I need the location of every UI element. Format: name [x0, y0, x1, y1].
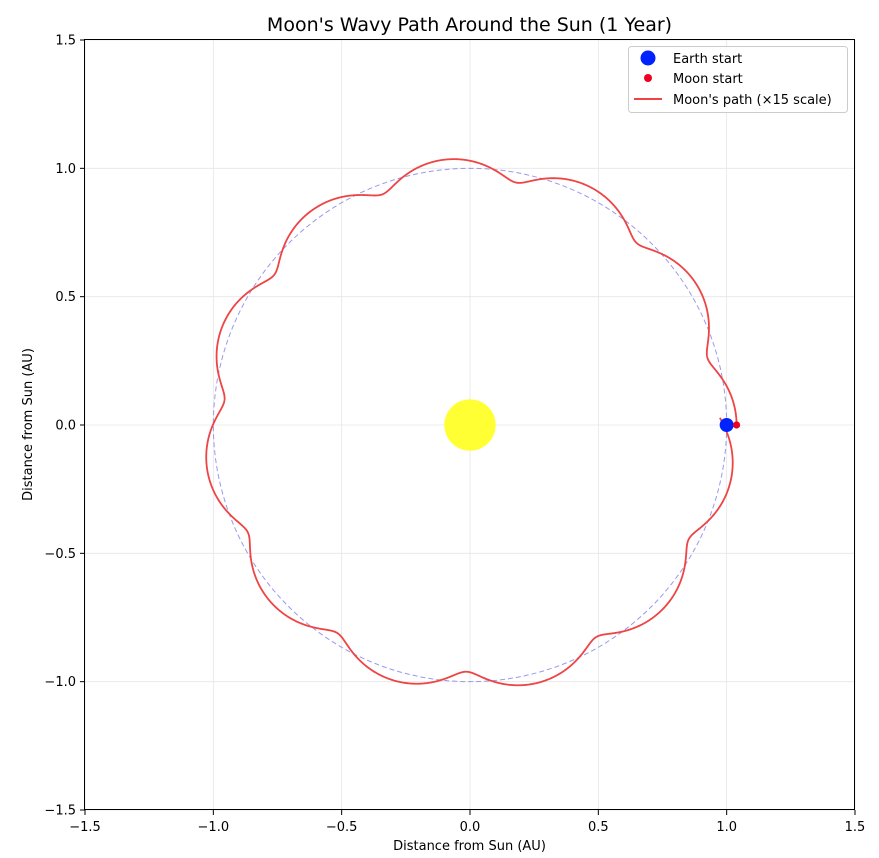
x-tick-label: −1.0 — [198, 820, 230, 835]
x-tick-label: −1.5 — [69, 820, 101, 835]
x-tick-label: −0.5 — [326, 820, 358, 835]
y-tick-label: −1.5 — [44, 804, 76, 819]
y-tick-label: −1.0 — [44, 675, 76, 690]
x-tick-label: 1.0 — [716, 820, 737, 835]
x-axis-label: Distance from Sun (AU) — [393, 839, 546, 854]
y-tick-label: 0.5 — [55, 290, 76, 305]
plot-area — [205, 158, 741, 687]
legend-box — [628, 46, 848, 113]
y-tick-label: 1.5 — [55, 34, 76, 49]
moon-start-point — [732, 421, 741, 429]
moon-path-line — [205, 158, 738, 687]
y-axis-label: Distance from Sun (AU) — [21, 348, 36, 501]
y-tick-label: 0.0 — [55, 419, 76, 434]
legend-earth-label: Earth start — [673, 52, 742, 67]
chart-title: Moon's Wavy Path Around the Sun (1 Year) — [267, 14, 672, 36]
sun-marker — [444, 399, 496, 451]
legend-earth-marker — [640, 50, 656, 66]
axis-ticks: −1.5 −1.0 −0.5 0.0 0.5 1.0 1.5 −1.5 −1.0 −0.5 0.0 0… — [44, 34, 865, 836]
legend: Earth start Moon start Moon's path (×15 … — [628, 46, 848, 113]
earth-start-point — [719, 418, 734, 432]
legend-moon-label: Moon start — [673, 72, 743, 87]
x-tick-label: 0.5 — [588, 820, 609, 835]
legend-path-label: Moon's path (×15 scale) — [673, 93, 832, 108]
y-tick-label: −0.5 — [44, 547, 76, 562]
y-tick-label: 1.0 — [55, 162, 76, 177]
x-tick-label: 1.5 — [845, 820, 866, 835]
legend-moon-marker — [644, 74, 652, 82]
x-tick-label: 0.0 — [460, 820, 481, 835]
